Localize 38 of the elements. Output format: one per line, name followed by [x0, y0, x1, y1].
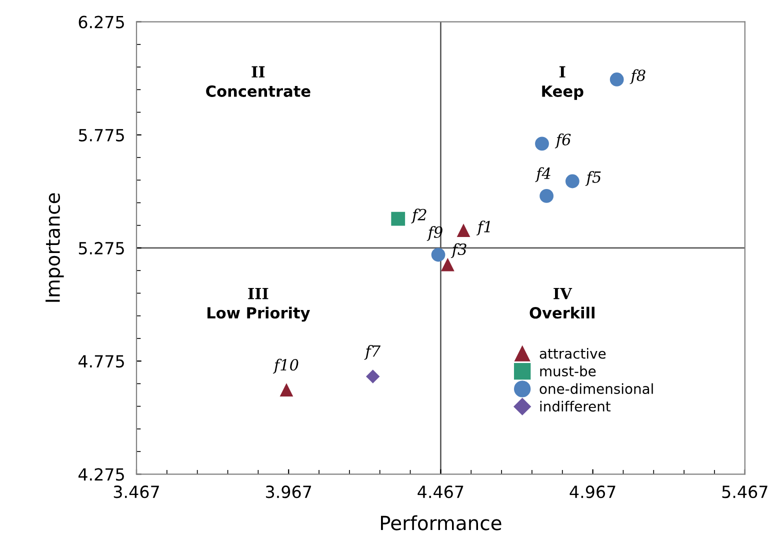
annotation: f8: [630, 69, 646, 84]
y-axis-title: Importance: [46, 193, 64, 302]
x-axis-title: Performance: [381, 515, 502, 530]
annotation: f4: [535, 167, 550, 182]
point: [610, 72, 624, 86]
annotation: IV Overkill: [530, 288, 594, 319]
point: [540, 189, 554, 203]
x-tick-label: 4.967: [570, 486, 616, 498]
legend-label: one-dimensional: [540, 383, 653, 394]
point: [565, 174, 580, 188]
annotation: II Concentrate: [206, 66, 310, 97]
x-tick-label: 3.967: [266, 486, 312, 498]
legend-label: must-be: [540, 366, 596, 376]
x-tick-label: 3.467: [114, 486, 159, 498]
annotation: f6: [554, 134, 571, 148]
point: [280, 384, 293, 396]
annotation: f2: [411, 208, 426, 224]
point: [535, 136, 549, 151]
annotation: f1: [476, 220, 490, 236]
legend-label: attractive: [540, 348, 606, 359]
point: [431, 248, 446, 262]
point: [441, 258, 454, 272]
legend-label: indifferent: [540, 400, 611, 412]
annotation: III Low Priority: [208, 288, 310, 322]
point: [366, 370, 380, 384]
y-tick-label: 6.275: [78, 16, 124, 28]
x-tick-label: 4.467: [418, 486, 464, 498]
point: [391, 212, 406, 226]
annotation: f10: [272, 358, 298, 374]
annotation: I Keep: [542, 66, 584, 100]
x-tick-label: 5.467: [722, 486, 768, 498]
annotation: f5: [585, 171, 601, 186]
point: [457, 224, 470, 238]
y-tick-label: 4.275: [78, 468, 124, 481]
y-tick-label: 5.275: [78, 242, 124, 255]
y-tick-label: 4.775: [78, 355, 124, 368]
y-tick-label: 5.775: [78, 129, 124, 142]
annotation: f7: [364, 344, 381, 360]
